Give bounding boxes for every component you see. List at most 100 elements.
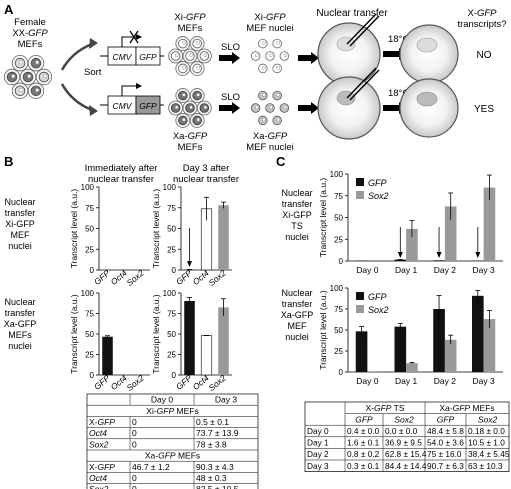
col1-title-1: Immediately after <box>85 163 158 174</box>
xa-gfp-cell-cluster <box>168 88 212 128</box>
table-border <box>86 393 259 489</box>
y-axis-label: Transcript level (a.u.) <box>151 294 161 374</box>
table-cell: 0 <box>132 473 137 483</box>
x-tick-label: Sox2 <box>207 373 228 393</box>
y-tick-label: 0 <box>172 266 177 275</box>
injection-needle <box>346 67 377 99</box>
y-tick-label: 25 <box>334 235 343 244</box>
y-tick-label: 0 <box>339 368 344 377</box>
x-tick-label: Oct4 <box>109 268 129 287</box>
panel-a: A Female XX-GFP MEFs Sort CMV GFP CMV <box>3 2 507 153</box>
oocyte-result-top <box>399 24 459 84</box>
nucleolus <box>262 41 266 45</box>
nucleolus <box>276 65 281 70</box>
answer-yes: YES <box>474 104 494 115</box>
nucleolus <box>174 53 179 58</box>
bar-sox2 <box>406 363 418 372</box>
nucleolus <box>276 41 281 45</box>
svg-text:Xi-GFP: Xi-GFP <box>282 210 312 220</box>
nucleolus <box>262 117 266 122</box>
nucleolus <box>35 60 40 65</box>
table-cell: 82.5 ± 10.5 <box>196 484 239 489</box>
nucleolus <box>182 41 186 45</box>
nucleolus <box>27 74 32 79</box>
bar-gfp <box>184 300 195 375</box>
svg-text:TS: TS <box>291 221 303 231</box>
table-cell: 54.0 ± 3.6 <box>427 438 464 448</box>
table-cell: X-GFP <box>89 462 115 472</box>
table-cell: 10.5 ± 1.0 <box>468 438 505 448</box>
y-axis-label: Transcript level (a.u.) <box>69 189 79 269</box>
table-cell: 46.7 ± 1.2 <box>132 462 170 472</box>
table-subheader: Sox2 <box>478 414 498 424</box>
table-cell: 38.4 ± 5.45 <box>468 449 510 459</box>
bar-gfp <box>472 295 484 372</box>
x-tick-label: Day 2 <box>434 265 456 275</box>
xa-mefs-label-2: MEFs <box>178 142 203 153</box>
slo-label-bottom: SLO <box>221 92 240 103</box>
panel-a-letter: A <box>4 2 14 17</box>
nucleolus <box>182 117 186 122</box>
nucleolus <box>269 105 273 110</box>
nuclear-transfer-label: Nuclear transfer <box>316 8 388 19</box>
table-cell: 0 <box>132 417 137 427</box>
y-axis-label: Transcript level (a.u.) <box>318 290 328 370</box>
nucleolus <box>189 105 193 110</box>
legend-label: Sox2 <box>368 305 389 315</box>
svg-text:transfer: transfer <box>5 208 36 218</box>
nucleolus <box>35 88 40 93</box>
row1-label: Nuclear transfer Xi-GFP MEF nuclei <box>4 197 35 251</box>
col2-title-1: Day 3 after <box>183 163 229 174</box>
promoter-arrow <box>121 36 136 47</box>
table-cell: 0.18 ± 0.0 <box>468 426 505 436</box>
y-tick-label: 75 <box>334 192 343 201</box>
y-tick-label: 25 <box>334 347 343 356</box>
xa-nuclei-label-2: MEF nuclei <box>246 142 294 153</box>
nucleolus <box>254 105 259 110</box>
table-cell: X-GFP <box>89 417 115 427</box>
table-cell: Sox2 <box>89 484 109 489</box>
answer-no: NO <box>477 50 492 61</box>
y-tick-label: 75 <box>334 305 343 314</box>
svg-text:Xa-GFP: Xa-GFP <box>4 319 37 329</box>
y-tick-label: 75 <box>167 310 176 319</box>
table-cell: 36.9 ± 9.5 <box>385 438 422 448</box>
col2-title-2: nuclear transfer <box>173 174 239 185</box>
pointer-arrow-head <box>436 252 442 258</box>
table-header-cell: Day 3 <box>215 395 237 405</box>
y-tick-label: 75 <box>85 204 94 213</box>
table-cell: 0.4 ± 0.0 <box>347 426 380 436</box>
cmv-label: CMV <box>113 52 133 62</box>
row2-label: Nuclear transfer Xa-GFP MEFs nuclei <box>4 297 37 351</box>
sort-arrow-down-head <box>89 105 98 116</box>
y-tick-label: 100 <box>330 284 344 293</box>
table-row-label: Day 3 <box>307 461 329 471</box>
y-tick-label: 50 <box>85 330 94 339</box>
nucleolus <box>196 93 201 97</box>
table-cell: Oct4 <box>89 473 107 483</box>
y-tick-label: 100 <box>330 170 344 179</box>
table-subheader: GFP <box>355 414 373 424</box>
y-tick-label: 50 <box>85 225 94 234</box>
svg-text:nuclei: nuclei <box>8 241 32 251</box>
female-label-2: XX-GFP <box>12 28 48 39</box>
nucleolus <box>276 117 281 122</box>
table-cell: 0.8 ± 0.2 <box>347 449 380 459</box>
table-cell: 84.4 ± 14.4 <box>385 461 427 471</box>
x-tick-label: Day 1 <box>395 265 417 275</box>
x-tick-label: Day 3 <box>473 265 495 275</box>
gfp-label: GFP <box>139 101 157 111</box>
xi-gfp-nuclei-cluster <box>250 38 290 74</box>
sort-label: Sort <box>84 67 102 78</box>
legend-swatch-sox2 <box>356 191 364 199</box>
nucleolus <box>276 93 281 97</box>
xi-mefs-label-2: MEFs <box>178 23 203 34</box>
col1-title-2: nuclear transfer <box>88 174 154 185</box>
nucleolus <box>19 88 24 93</box>
x-tick-label: Sox2 <box>125 268 146 288</box>
c-row2-label: Nuclear transfer Xa-GFP MEF nuclei <box>281 288 314 342</box>
nucleolus <box>174 105 179 110</box>
